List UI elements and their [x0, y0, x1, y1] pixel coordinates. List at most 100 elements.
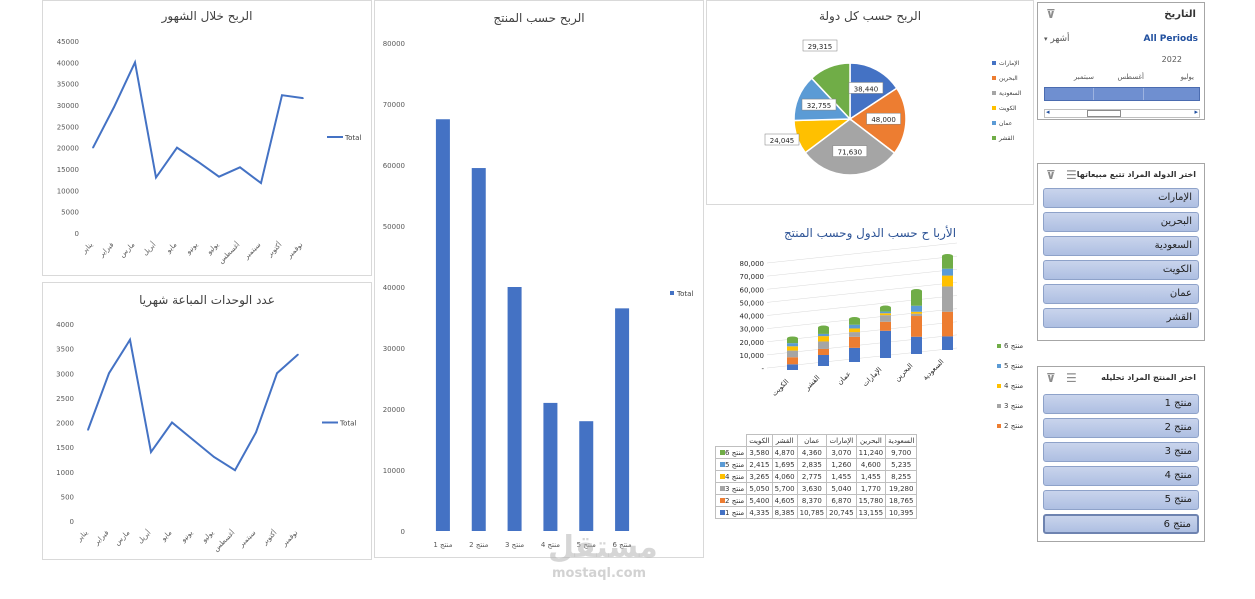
y-tick-label: 80,000	[740, 260, 765, 268]
bar-cap	[911, 289, 922, 293]
pie-chart-countries: 38,440 48,000 71,630 24,045 32,755 29,315 الإم…	[764, 39, 1022, 176]
bar-chart-products: 0 10000 20000 30000 40000 50000 60000 70000 8000…	[383, 40, 694, 549]
timeline-scrollbar[interactable]: ◂ ▸	[1044, 108, 1200, 118]
bar	[579, 421, 594, 531]
multi-select-icon[interactable]: ☰	[1066, 371, 1077, 385]
slicer-item[interactable]: عمان	[1043, 284, 1199, 304]
data-point	[113, 106, 115, 108]
table-row: منتج 5 2,415 1,695 2,835 1,260 4,600 5,235	[714, 458, 918, 471]
slicer-item[interactable]: منتج 4	[1043, 466, 1199, 486]
slicer-item[interactable]: القشر	[1043, 308, 1199, 328]
table-cell: 20,745	[826, 506, 857, 519]
chart-units-by-month[interactable]: عدد الوحدات المباعة شهريا 0 500 1000 1500 20…	[42, 282, 372, 560]
scroll-thumb[interactable]	[1087, 110, 1121, 117]
chart-title: الأربا ح حسب الدول وحسب المنتج	[783, 226, 957, 240]
timeline-month: سبتمبر	[1073, 73, 1094, 81]
row-label: منتج 5	[714, 458, 748, 471]
stacked-segment	[880, 313, 891, 316]
slicer-item[interactable]: منتج 2	[1043, 418, 1199, 438]
timeline-months: يوليو أغسطس سبتمبر	[1044, 73, 1198, 83]
legend-label: منتج 6	[1004, 342, 1023, 350]
table-cell: 3,265	[746, 470, 773, 483]
y-tick-label: 60,000	[740, 286, 765, 294]
y-tick-label: 35000	[57, 81, 79, 89]
product-slicer[interactable]: ⊽ ☰ اختر المنتج المراد تحليله منتج 1 منتج…	[1037, 366, 1205, 542]
table-header: الكويت	[746, 434, 773, 447]
y-tick-label: 3000	[56, 370, 74, 378]
timeline-bar[interactable]	[1044, 87, 1200, 101]
table-row: منتج 1 4,335 8,385 10,785 20,745 13,155 10,395	[714, 506, 918, 519]
stacked-segment	[818, 348, 829, 355]
stacked-segment	[911, 311, 922, 314]
table-cell: 13,155	[855, 506, 887, 519]
y-tick-label: 50000	[383, 223, 405, 231]
country-slicer-title: اختر الدولة المراد تتبع مبيعاتها	[1076, 170, 1196, 179]
table-cell: 4,335	[746, 506, 773, 519]
stacked-segment	[911, 291, 922, 306]
stacked-segment	[880, 330, 891, 358]
x-tick-label: أغسطس	[216, 240, 241, 265]
x-tick-label: يناير	[80, 241, 95, 256]
chart-profit-by-product[interactable]: الربح حسب المنتج 0 10000 20000 30000 40000 50…	[374, 0, 704, 558]
slicer-item[interactable]: السعودية	[1043, 236, 1199, 256]
data-point	[176, 146, 178, 149]
stacked-segment	[787, 338, 798, 344]
table-cell: 4,605	[771, 494, 798, 507]
scroll-left-icon[interactable]: ◂	[1046, 108, 1050, 116]
data-label: 32,755	[807, 102, 832, 110]
product-slicer-title: اختر المنتج المراد تحليله	[1101, 373, 1196, 382]
y-tick-label: 80000	[383, 40, 405, 48]
y-tick-label: 2000	[56, 420, 74, 428]
legend-label: عمان	[999, 120, 1012, 127]
legend-label: الكويت	[999, 105, 1017, 112]
chart-profit-country-product[interactable]: الأربا ح حسب الدول وحسب المنتج - 10,000 20…	[706, 207, 1034, 559]
table-header: الإمارات	[826, 434, 857, 447]
slicer-item[interactable]: منتج 3	[1043, 442, 1199, 462]
gridline	[766, 255, 958, 277]
clear-filter-icon[interactable]: ⊽	[1046, 168, 1056, 182]
x-tick-label: عمان	[836, 370, 853, 387]
table-header: القشر	[771, 434, 798, 447]
legend-label: Total	[344, 134, 361, 142]
series-line	[87, 337, 299, 472]
slicer-item[interactable]: منتج 6	[1043, 514, 1199, 534]
table-cell: 4,600	[855, 458, 887, 471]
gridline	[766, 334, 958, 356]
country-slicer[interactable]: ⊽ ☰ اختر الدولة المراد تتبع مبيعاتها الإ…	[1037, 163, 1205, 341]
line-chart-units: 0 500 1000 1500 2000 2500 3000 3500 4000 يناير فبر…	[56, 321, 356, 553]
slicer-item[interactable]: منتج 5	[1043, 490, 1199, 510]
timeline-year: 2022	[1161, 55, 1182, 64]
data-point	[276, 372, 278, 375]
scroll-right-icon[interactable]: ▸	[1194, 108, 1198, 116]
y-tick-label: 30000	[383, 345, 405, 353]
legend-label: Total	[676, 290, 693, 298]
x-tick-label: يوليو	[205, 241, 221, 257]
chart-profit-by-country[interactable]: الربح حسب كل دولة 38,440 48,000 71,630 24,0…	[706, 0, 1034, 205]
x-tick-label: سبتمبر	[237, 529, 258, 550]
x-tick-label: يناير	[75, 529, 90, 544]
chart-profit-by-month[interactable]: الربح خلال الشهور 0 5000 10000 15000 20000 25…	[42, 0, 372, 276]
row-label: منتج 1	[714, 506, 748, 519]
bar-cap	[942, 253, 953, 258]
slicer-item[interactable]: البحرين	[1043, 212, 1199, 232]
legend-label: البحرين	[999, 75, 1018, 82]
x-tick-label: مايو	[159, 529, 174, 544]
clear-filter-icon[interactable]: ⊽	[1046, 371, 1056, 385]
multi-select-icon[interactable]: ☰	[1066, 168, 1077, 182]
x-tick-label: نوفمبر	[280, 529, 300, 549]
row-label: منتج 4	[714, 470, 748, 483]
stacked-segment	[818, 333, 829, 337]
slicer-item[interactable]: منتج 1	[1043, 394, 1199, 414]
legend-label: منتج 4	[1004, 382, 1023, 390]
data-label-box	[802, 39, 838, 52]
timeline-unit-dropdown[interactable]: ▾ أشهر	[1044, 34, 1070, 44]
bar-cap	[849, 317, 860, 322]
y-tick-label: 10000	[383, 467, 405, 475]
bar	[543, 402, 558, 531]
timeline-slicer[interactable]: ⊽ التاريخ All Periods ▾ أشهر 2022 يوليو …	[1037, 2, 1205, 120]
slicer-item[interactable]: الكويت	[1043, 260, 1199, 280]
slicer-item[interactable]: الإمارات	[1043, 188, 1199, 208]
data-point	[155, 176, 157, 179]
clear-filter-icon[interactable]: ⊽	[1046, 7, 1056, 21]
stacked-segment	[818, 336, 829, 342]
